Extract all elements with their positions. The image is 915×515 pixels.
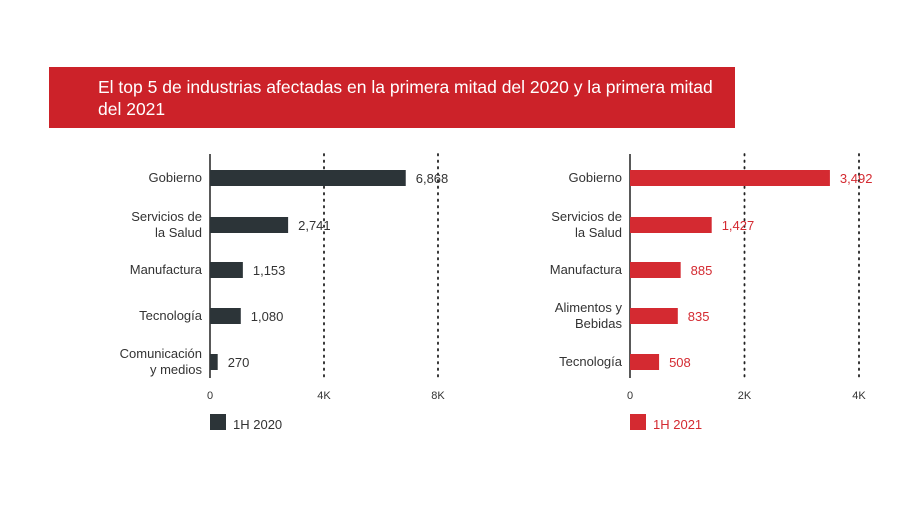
category-label-line: Tecnología: [559, 354, 623, 369]
category-label: Servicios de la Salud: [551, 209, 622, 240]
category-label-line: Bebidas: [575, 316, 622, 331]
category-label: Tecnología: [559, 354, 623, 369]
bar: [210, 354, 218, 370]
value-label: 835: [688, 309, 710, 324]
category-label: Gobierno: [149, 170, 202, 185]
category-label-line: Tecnología: [139, 308, 203, 323]
category-label: Manufactura: [130, 262, 203, 277]
value-label: 3,492: [840, 171, 873, 186]
bar: [210, 262, 243, 278]
category-label-line: Gobierno: [569, 170, 622, 185]
category-label-line: y medios: [150, 362, 203, 377]
category-label-line: Alimentos y: [555, 300, 623, 315]
value-label: 508: [669, 355, 691, 370]
value-label: 885: [691, 263, 713, 278]
legend-swatch: [630, 414, 646, 430]
value-label: 1,153: [253, 263, 286, 278]
value-label: 6,868: [416, 171, 449, 186]
value-label: 1,427: [722, 218, 755, 233]
category-label-line: Manufactura: [550, 262, 623, 277]
category-label-line: Servicios de: [551, 209, 622, 224]
category-label: Alimentos y Bebidas: [555, 300, 623, 331]
chart-title: El top 5 de industrias afectadas en la p…: [98, 77, 713, 119]
category-label: Gobierno: [569, 170, 622, 185]
category-label-line: Servicios de: [131, 209, 202, 224]
x-tick-label: 0: [627, 390, 633, 402]
category-label-line: la Salud: [575, 225, 622, 240]
chart-1: 0 4K 8K Gobierno 6,868 Servicios de la Salud 2,…: [120, 153, 449, 432]
category-label: Comunicación y medios: [120, 346, 203, 377]
value-label: 1,080: [251, 309, 284, 324]
x-tick-label: 4K: [852, 390, 866, 402]
legend-label: 1H 2021: [653, 417, 702, 432]
legend-swatch: [210, 414, 226, 430]
category-label-line: la Salud: [155, 225, 202, 240]
bar: [630, 308, 678, 324]
bar: [210, 308, 241, 324]
value-label: 2,741: [298, 218, 331, 233]
legend-label: 1H 2020: [233, 417, 282, 432]
category-label: Servicios de la Salud: [131, 209, 202, 240]
x-tick-label: 4K: [317, 390, 331, 402]
bar: [210, 217, 289, 233]
bar: [210, 170, 406, 186]
bar: [630, 217, 712, 233]
category-label-line: Manufactura: [130, 262, 203, 277]
category-label-line: Comunicación: [120, 346, 202, 361]
x-tick-label: 8K: [431, 390, 445, 402]
value-label: 270: [228, 355, 250, 370]
bar: [630, 262, 681, 278]
category-label: Tecnología: [139, 308, 203, 323]
bar: [630, 170, 830, 186]
x-tick-label: 2K: [738, 390, 752, 402]
title-banner: El top 5 de industrias afectadas en la p…: [49, 67, 735, 128]
bar: [630, 354, 660, 370]
chart-2: 0 2K 4K Gobierno 3,492 Servicios de la Salud 1,…: [550, 153, 873, 432]
category-label: Manufactura: [550, 262, 623, 277]
category-label-line: Gobierno: [149, 170, 202, 185]
x-tick-label: 0: [207, 390, 213, 402]
